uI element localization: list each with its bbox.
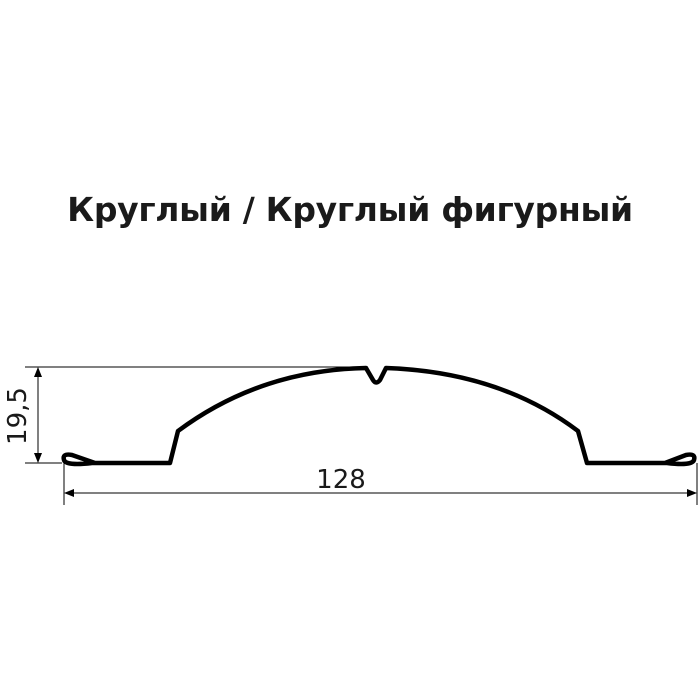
profile-outline (61, 365, 697, 467)
diagram-title: Круглый / Круглый фигурный (67, 190, 633, 229)
width-label: 128 (316, 465, 366, 495)
height-label: 19,5 (3, 387, 33, 445)
